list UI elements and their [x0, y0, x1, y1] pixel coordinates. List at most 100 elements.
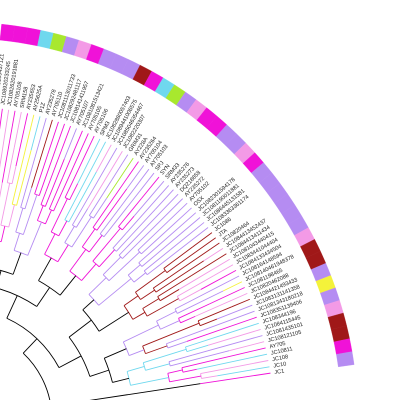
terminal-branch [207, 328, 261, 346]
tree-branch [98, 249, 115, 268]
tree-branch [141, 237, 160, 255]
tree-arc [143, 270, 148, 275]
tree-branch [200, 366, 235, 375]
tree-branch [13, 233, 20, 251]
tree-branch [88, 179, 113, 216]
terminal-branch [80, 135, 95, 166]
tree-branch [99, 206, 121, 235]
terminal-branch [95, 144, 112, 173]
tree-branch [168, 354, 193, 363]
leaf-label: JC108251994371Z1 [0, 53, 6, 104]
tree-branch [178, 303, 210, 319]
tree-arc [0, 240, 2, 243]
tree-branch [6, 147, 15, 183]
tree-branch [132, 311, 146, 320]
tree-branch [0, 182, 3, 198]
tree-branch [166, 261, 182, 273]
tree-branch [53, 196, 61, 212]
tree-branch [170, 350, 230, 367]
tree-arc [40, 204, 46, 207]
terminal-branch [77, 138, 101, 184]
tree-branch [96, 188, 128, 231]
tree-branch [163, 246, 193, 269]
tree-arc [22, 352, 51, 400]
terminal-branch [0, 108, 3, 130]
tree-branch [167, 369, 183, 374]
ring-segment [336, 351, 355, 368]
leaf-labels: JC108251994371Z1JC108920233245JC10826201… [0, 53, 304, 376]
tree-branch [50, 198, 68, 233]
tree-branch [68, 319, 92, 338]
terminal-branch [194, 292, 248, 317]
tree-arc [99, 233, 105, 238]
tree-branch [159, 289, 180, 302]
terminal-branch [47, 121, 59, 155]
tree-branch [44, 158, 65, 207]
leaf-label: JC108920233245 [0, 61, 12, 106]
leaf-label: AY705108 [13, 81, 23, 107]
tree-branch [179, 289, 202, 302]
tree-branch [68, 171, 97, 223]
terminal-branch [203, 247, 224, 262]
tree-branch [138, 253, 150, 264]
tree-branch [143, 348, 187, 364]
tree-branch [112, 377, 130, 383]
tree-branch [140, 289, 155, 300]
tree-branch [71, 216, 92, 248]
tree-branch [167, 341, 187, 349]
terminal-branch [229, 341, 265, 352]
tree-arc [0, 288, 37, 307]
tree-branch [58, 220, 68, 237]
terminal-branch [196, 353, 268, 370]
tree-branch [146, 298, 179, 317]
tree-branch [69, 249, 87, 272]
tree-branch [20, 168, 33, 208]
tree-arc [167, 373, 170, 382]
tree-arc [7, 182, 13, 185]
tree-branch [38, 172, 48, 196]
tree-branch [135, 270, 166, 293]
tree-arc [127, 274, 135, 283]
tree-branch [166, 330, 203, 345]
tree-branch [64, 164, 81, 198]
tree-branch [81, 228, 96, 248]
tree-branch [8, 204, 15, 228]
tree-branch [45, 209, 52, 224]
tree-branch [133, 272, 147, 283]
leaf-label: AY235653 [26, 84, 37, 110]
terminal-branch [137, 198, 184, 244]
terminal-branch [125, 185, 170, 234]
tree-arc [142, 308, 148, 317]
tree-branch [182, 368, 197, 373]
terminal-branch [158, 207, 192, 238]
terminal-branch [100, 161, 139, 217]
tree-arc [37, 220, 46, 225]
tree-branch [81, 263, 97, 281]
tree-branch [197, 306, 232, 322]
tree-branch [141, 233, 182, 267]
terminal-branch [31, 119, 53, 188]
terminal-branch [111, 154, 129, 181]
tree-branch [92, 227, 121, 262]
terminal-branch [159, 227, 209, 266]
terminal-branch [59, 133, 89, 197]
tree-branch [89, 383, 201, 400]
terminal-branch [186, 316, 257, 342]
terminal-branch [13, 111, 22, 148]
tree-arc [163, 268, 168, 273]
terminal-branch [113, 172, 155, 225]
tree-branch [123, 295, 139, 306]
tree-branch [156, 310, 177, 322]
tree-branch [11, 165, 17, 184]
tree-branch [92, 215, 102, 228]
tree-branch [82, 299, 95, 311]
tree-branch [48, 177, 63, 210]
ring-segment [0, 24, 15, 42]
tree-branch [155, 260, 204, 293]
tree-branch [64, 201, 75, 220]
terminal-branch [146, 193, 179, 227]
tree-branch [22, 194, 38, 235]
terminal-branch [200, 269, 237, 290]
tree-arc [88, 294, 100, 306]
